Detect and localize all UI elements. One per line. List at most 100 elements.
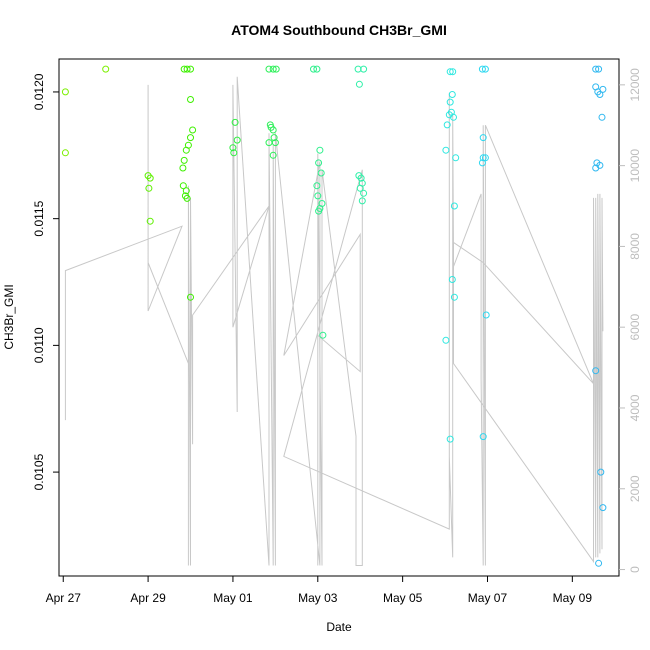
data-point bbox=[146, 217, 154, 225]
data-point bbox=[443, 121, 451, 129]
data-point bbox=[479, 154, 487, 162]
y2-tick-label: 6000 bbox=[628, 314, 642, 341]
data-point bbox=[315, 207, 323, 215]
data-point bbox=[319, 331, 327, 339]
data-point bbox=[313, 182, 321, 190]
data-point bbox=[187, 65, 194, 73]
data-point bbox=[592, 164, 600, 172]
altitude-line-layer bbox=[64, 76, 604, 566]
data-point bbox=[229, 144, 237, 152]
x-tick-label: Apr 27 bbox=[46, 591, 82, 605]
data-point bbox=[187, 293, 194, 301]
data-point bbox=[592, 367, 600, 375]
data-point bbox=[446, 98, 454, 106]
data-point bbox=[478, 65, 486, 73]
data-point bbox=[182, 187, 190, 195]
data-point bbox=[450, 293, 458, 301]
points-layer bbox=[61, 65, 607, 567]
data-point bbox=[102, 65, 110, 73]
data-point bbox=[317, 169, 325, 177]
data-point bbox=[360, 189, 368, 197]
data-point bbox=[315, 159, 323, 167]
data-point bbox=[597, 468, 605, 476]
data-point bbox=[231, 118, 239, 126]
y-axis-label: CH3Br_GMI bbox=[2, 284, 16, 349]
data-point bbox=[450, 202, 458, 210]
y2-tick-label: 10000 bbox=[628, 149, 642, 183]
data-point bbox=[187, 96, 194, 103]
y2-tick-label: 2000 bbox=[628, 475, 642, 502]
x-tick-label: Apr 29 bbox=[130, 591, 166, 605]
data-point bbox=[446, 68, 454, 76]
data-point bbox=[270, 134, 278, 142]
y-axis-right: 0 2000 4000 6000 8000 10000 12000 bbox=[619, 68, 642, 573]
data-point bbox=[269, 126, 277, 134]
x-tick-label: May 05 bbox=[383, 591, 423, 605]
data-point bbox=[269, 65, 277, 73]
data-point bbox=[449, 68, 457, 76]
data-point bbox=[357, 174, 365, 182]
x-tick-label: May 03 bbox=[298, 591, 338, 605]
data-point bbox=[595, 559, 603, 567]
data-point bbox=[479, 433, 487, 441]
data-point bbox=[482, 311, 490, 319]
chart-title: ATOM4 Southbound CH3Br_GMI bbox=[231, 22, 447, 38]
y-axis-left: 0.0105 0.0110 0.0115 0.0120 bbox=[32, 73, 59, 490]
data-point bbox=[269, 151, 277, 159]
data-point bbox=[448, 276, 456, 283]
data-point bbox=[316, 146, 324, 154]
y-tick-label: 0.0105 bbox=[32, 453, 46, 490]
x-axis: Apr 27 Apr 29 May 01 May 03 May 05 May 07 May … bbox=[46, 576, 593, 605]
data-point bbox=[310, 65, 317, 73]
y2-tick-label: 8000 bbox=[628, 233, 642, 260]
data-point bbox=[233, 136, 241, 144]
y2-tick-label: 12000 bbox=[628, 68, 642, 102]
data-point bbox=[481, 154, 489, 162]
data-point bbox=[448, 91, 456, 98]
y-tick-label: 0.0110 bbox=[32, 327, 46, 363]
data-point bbox=[599, 85, 607, 93]
data-point bbox=[230, 149, 238, 157]
data-point bbox=[314, 192, 322, 200]
data-point bbox=[446, 435, 454, 443]
data-point bbox=[189, 126, 197, 134]
data-point bbox=[146, 174, 154, 182]
x-tick-label: May 01 bbox=[213, 591, 253, 605]
data-point bbox=[265, 65, 273, 73]
data-point bbox=[145, 184, 153, 192]
y-tick-label: 0.0115 bbox=[32, 200, 46, 236]
data-point bbox=[479, 134, 487, 142]
data-point bbox=[182, 146, 190, 154]
data-point bbox=[596, 91, 604, 98]
data-point bbox=[183, 65, 191, 73]
y2-tick-label: 0 bbox=[628, 566, 642, 573]
data-point bbox=[360, 65, 368, 73]
x-tick-label: May 07 bbox=[468, 591, 508, 605]
data-point bbox=[598, 113, 606, 121]
x-axis-label: Date bbox=[326, 620, 352, 634]
data-point bbox=[61, 88, 69, 96]
data-point bbox=[187, 134, 194, 142]
data-point bbox=[442, 146, 450, 154]
y2-tick-label: 4000 bbox=[628, 394, 642, 421]
data-point bbox=[355, 80, 363, 88]
data-point bbox=[452, 154, 460, 162]
data-point bbox=[481, 65, 489, 73]
data-point bbox=[442, 336, 450, 344]
altitude-line bbox=[64, 76, 604, 566]
data-point bbox=[61, 149, 69, 157]
data-point bbox=[356, 184, 364, 192]
data-point bbox=[180, 156, 188, 164]
data-point bbox=[313, 65, 321, 73]
x-tick-label: May 09 bbox=[553, 591, 593, 605]
plot-frame bbox=[58, 58, 620, 577]
y-tick-label: 0.0120 bbox=[32, 73, 46, 110]
data-point bbox=[265, 139, 273, 147]
data-point bbox=[478, 159, 486, 167]
data-point bbox=[179, 182, 187, 190]
data-point bbox=[450, 113, 457, 121]
data-point bbox=[595, 65, 603, 73]
data-point bbox=[183, 194, 191, 202]
data-point bbox=[592, 65, 600, 73]
